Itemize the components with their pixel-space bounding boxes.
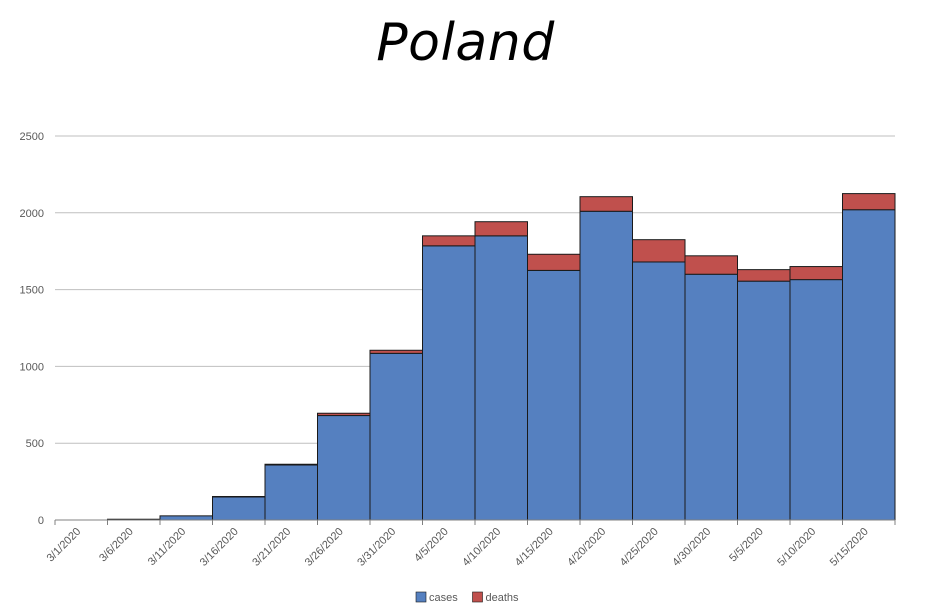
bar-deaths-7: [422, 235, 476, 247]
chart-title: Poland: [376, 13, 555, 73]
bar-cases-13: [737, 280, 791, 521]
bar-cases-5: [317, 415, 371, 521]
y-tick-label: 1000: [20, 361, 44, 373]
y-tick-label: 1500: [20, 285, 44, 297]
bar-cases-3: [212, 496, 266, 521]
x-tick-label: 5/5/2020: [727, 526, 766, 565]
y-axis-ticks: 0 500 1000 1500 2000 2500: [20, 131, 44, 527]
x-tick-label: 4/30/2020: [670, 526, 713, 569]
bar-cases-12: [684, 273, 738, 521]
bar-deaths-10: [579, 196, 633, 212]
bar-deaths-14: [789, 266, 843, 281]
bar-deaths-15: [842, 193, 896, 211]
y-tick-label: 2000: [20, 208, 44, 220]
y-tick-label: 0: [38, 515, 44, 527]
bar-cases-6: [369, 352, 423, 521]
legend-label-deaths: deaths: [486, 592, 520, 604]
legend-label-cases: cases: [429, 592, 458, 604]
bar-cases-15: [842, 209, 896, 521]
x-tick-label: 3/21/2020: [250, 526, 293, 569]
x-tick-label: 5/10/2020: [775, 526, 818, 569]
bar-cases-14: [789, 279, 843, 521]
x-tick-label: 4/20/2020: [565, 526, 608, 569]
legend: cases deaths: [415, 591, 520, 604]
legend-swatch-deaths: [472, 591, 483, 603]
x-tick-label: 3/1/2020: [45, 526, 84, 565]
bar-cases-11: [632, 261, 686, 521]
legend-swatch-cases: [415, 591, 427, 603]
bar-deaths-8: [474, 221, 528, 237]
x-tick-label: 3/11/2020: [146, 526, 189, 569]
x-tick-label: 4/5/2020: [412, 526, 451, 565]
x-tick-label: 3/6/2020: [97, 526, 136, 565]
y-tick-label: 2500: [20, 131, 44, 143]
x-tick-label: 4/10/2020: [460, 526, 503, 569]
bar-deaths-13: [737, 269, 791, 282]
x-tick-label: 4/25/2020: [618, 526, 661, 569]
bar-deaths-12: [684, 255, 738, 275]
x-tick-label: 4/15/2020: [513, 526, 556, 569]
x-tick-label: 3/31/2020: [355, 526, 398, 569]
bar-deaths-4: [264, 463, 318, 466]
bar-cases-9: [527, 269, 581, 521]
x-tick-label: 3/16/2020: [198, 526, 241, 569]
bars: [107, 193, 896, 521]
bar-cases-7: [422, 245, 476, 521]
bar-cases-4: [264, 464, 318, 521]
x-tick-label: 3/26/2020: [303, 526, 346, 569]
bar-deaths-9: [527, 253, 581, 271]
bar-cases-10: [579, 210, 633, 521]
bar-deaths-5: [317, 412, 371, 417]
bar-deaths-6: [369, 349, 423, 354]
x-axis-ticks: 3/1/2020 3/6/2020 3/11/2020 3/16/2020 3/21/2…: [45, 520, 896, 569]
x-tick-label: 5/15/2020: [828, 526, 871, 569]
y-tick-label: 500: [26, 438, 44, 450]
bar-cases-8: [474, 235, 528, 521]
bar-cases-2: [159, 515, 213, 521]
bar-deaths-11: [632, 239, 686, 263]
